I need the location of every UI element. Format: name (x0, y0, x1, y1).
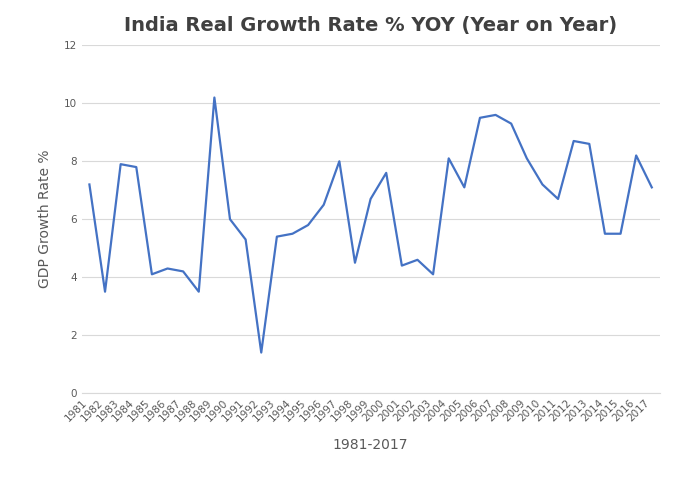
Y-axis label: GDP Growth Rate %: GDP Growth Rate % (38, 150, 52, 288)
Title: India Real Growth Rate % YOY (Year on Year): India Real Growth Rate % YOY (Year on Ye… (124, 17, 617, 35)
X-axis label: 1981-2017: 1981-2017 (333, 437, 409, 452)
